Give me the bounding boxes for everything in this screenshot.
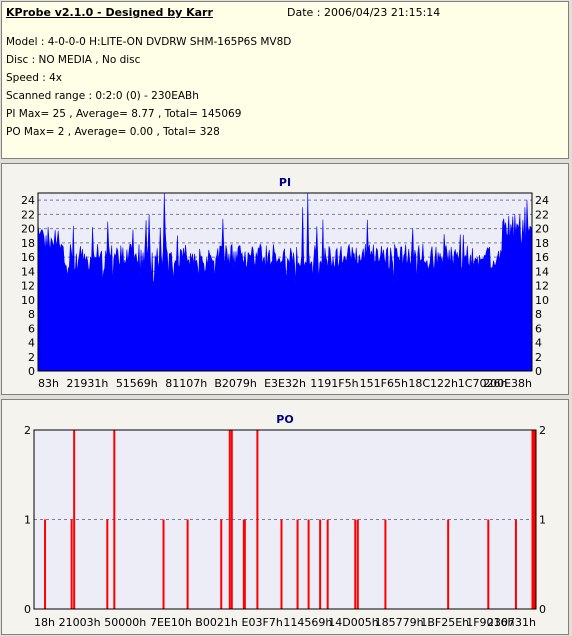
pi-ytick-right: 4 <box>535 337 542 350</box>
pi-series-area <box>37 192 533 372</box>
pi-plot-frame <box>37 192 533 372</box>
po-xtick-label: B0021h <box>195 616 238 629</box>
scan-date: Date : 2006/04/23 21:15:14 <box>287 6 441 19</box>
po-xtick-label: 50000h <box>104 616 146 629</box>
pi-ytick-left: 22 <box>21 208 35 221</box>
pi-ytick-right: 16 <box>535 251 549 264</box>
pi-ytick-right: 18 <box>535 237 549 250</box>
pi-ytick-right: 10 <box>535 294 549 307</box>
pi-xtick-label: 1191F5h <box>310 377 358 390</box>
speed-info: Speed : 4x <box>6 72 63 84</box>
pi-ytick-right: 0 <box>535 365 542 378</box>
disc-info: Disc : NO MEDIA , No disc <box>6 54 141 66</box>
pi-xtick-label: E3E32h <box>264 377 306 390</box>
pi-ytick-left: 18 <box>21 237 35 250</box>
pi-summary: PI Max= 25 , Average= 8.77 , Total= 1450… <box>6 108 242 120</box>
pi-ytick-left: 6 <box>28 322 35 335</box>
po-xtick-label: 14D005h <box>328 616 378 629</box>
po-plot-frame <box>33 429 537 610</box>
pi-xtick-label: 81107h <box>165 377 207 390</box>
pi-xtick-label: 1C7026h <box>458 377 508 390</box>
pi-xtick-label: 200E38h <box>483 377 532 390</box>
pi-xtick-label: 18C122h <box>408 377 458 390</box>
pi-ytick-left: 14 <box>21 265 35 278</box>
pi-ytick-right: 14 <box>535 265 549 278</box>
info-panel: KProbe v2.1.0 - Designed by Karr Date : … <box>1 1 569 159</box>
pi-ytick-left: 20 <box>21 223 35 236</box>
pi-xtick-label: 51569h <box>116 377 158 390</box>
pi-xtick-label: B2079h <box>214 377 257 390</box>
pi-ytick-left: 8 <box>28 308 35 321</box>
po-plot-area <box>33 429 537 610</box>
po-summary: PO Max= 2 , Average= 0.00 , Total= 328 <box>6 126 220 138</box>
po-ytick-right: 2 <box>539 424 546 437</box>
pi-ytick-right: 22 <box>535 208 549 221</box>
po-chart: PO 0 0 1 1 2 2 18h 21003h 50000h 7EE10h B0021h E03F7… <box>24 413 546 629</box>
po-xtick-label: 21003h <box>59 616 101 629</box>
po-ytick-right: 0 <box>539 603 546 616</box>
po-ytick-left: 2 <box>24 424 31 437</box>
pi-chart-panel: PI 0 0 2 2 4 4 6 6 8 8 10 10 12 12 14 14 16 16 18 18 20 20 22 22… <box>1 163 569 395</box>
pi-xtick-label: 21931h <box>66 377 108 390</box>
po-xtick-label: 114569h <box>283 616 332 629</box>
model-info: Model : 4-0-0-0 H:LITE-ON DVDRW SHM-165P… <box>6 36 292 48</box>
pi-ytick-right: 24 <box>535 194 549 207</box>
app-title: KProbe v2.1.0 - Designed by Karr <box>6 6 213 19</box>
po-title: PO <box>276 413 293 426</box>
scanned-range: Scanned range : 0:2:0 (0) - 230EABh <box>6 90 199 102</box>
pi-ytick-right: 2 <box>535 351 542 364</box>
pi-ytick-left: 10 <box>21 294 35 307</box>
pi-ytick-left: 12 <box>21 280 35 293</box>
po-xtick-label: 1F9016h <box>466 616 514 629</box>
pi-ytick-right: 8 <box>535 308 542 321</box>
pi-title: PI <box>279 176 291 189</box>
po-xtick-label: 18h <box>34 616 55 629</box>
po-ytick-right: 1 <box>539 514 546 527</box>
pi-ytick-right: 12 <box>535 280 549 293</box>
po-xtick-label: 185779h <box>375 616 424 629</box>
pi-ytick-left: 4 <box>28 337 35 350</box>
po-ytick-left: 0 <box>24 603 31 616</box>
pi-xtick-label: 151F65h <box>360 377 408 390</box>
pi-ytick-right: 6 <box>535 322 542 335</box>
po-ytick-left: 1 <box>24 514 31 527</box>
pi-ytick-left: 24 <box>21 194 35 207</box>
pi-xtick-label: 83h <box>38 377 59 390</box>
po-xtick-label: 7EE10h <box>150 616 192 629</box>
pi-ytick-right: 20 <box>535 223 549 236</box>
pi-ytick-left: 2 <box>28 351 35 364</box>
pi-ytick-left: 16 <box>21 251 35 264</box>
po-chart-panel: PO 0 0 1 1 2 2 18h 21003h 50000h 7EE10h B0021h E03F7… <box>1 399 569 635</box>
pi-ytick-left: 0 <box>28 365 35 378</box>
po-xtick-label: 230731h <box>487 616 536 629</box>
po-xtick-label: 1BF25Eh <box>420 616 469 629</box>
po-xtick-label: E03F7h <box>242 616 283 629</box>
